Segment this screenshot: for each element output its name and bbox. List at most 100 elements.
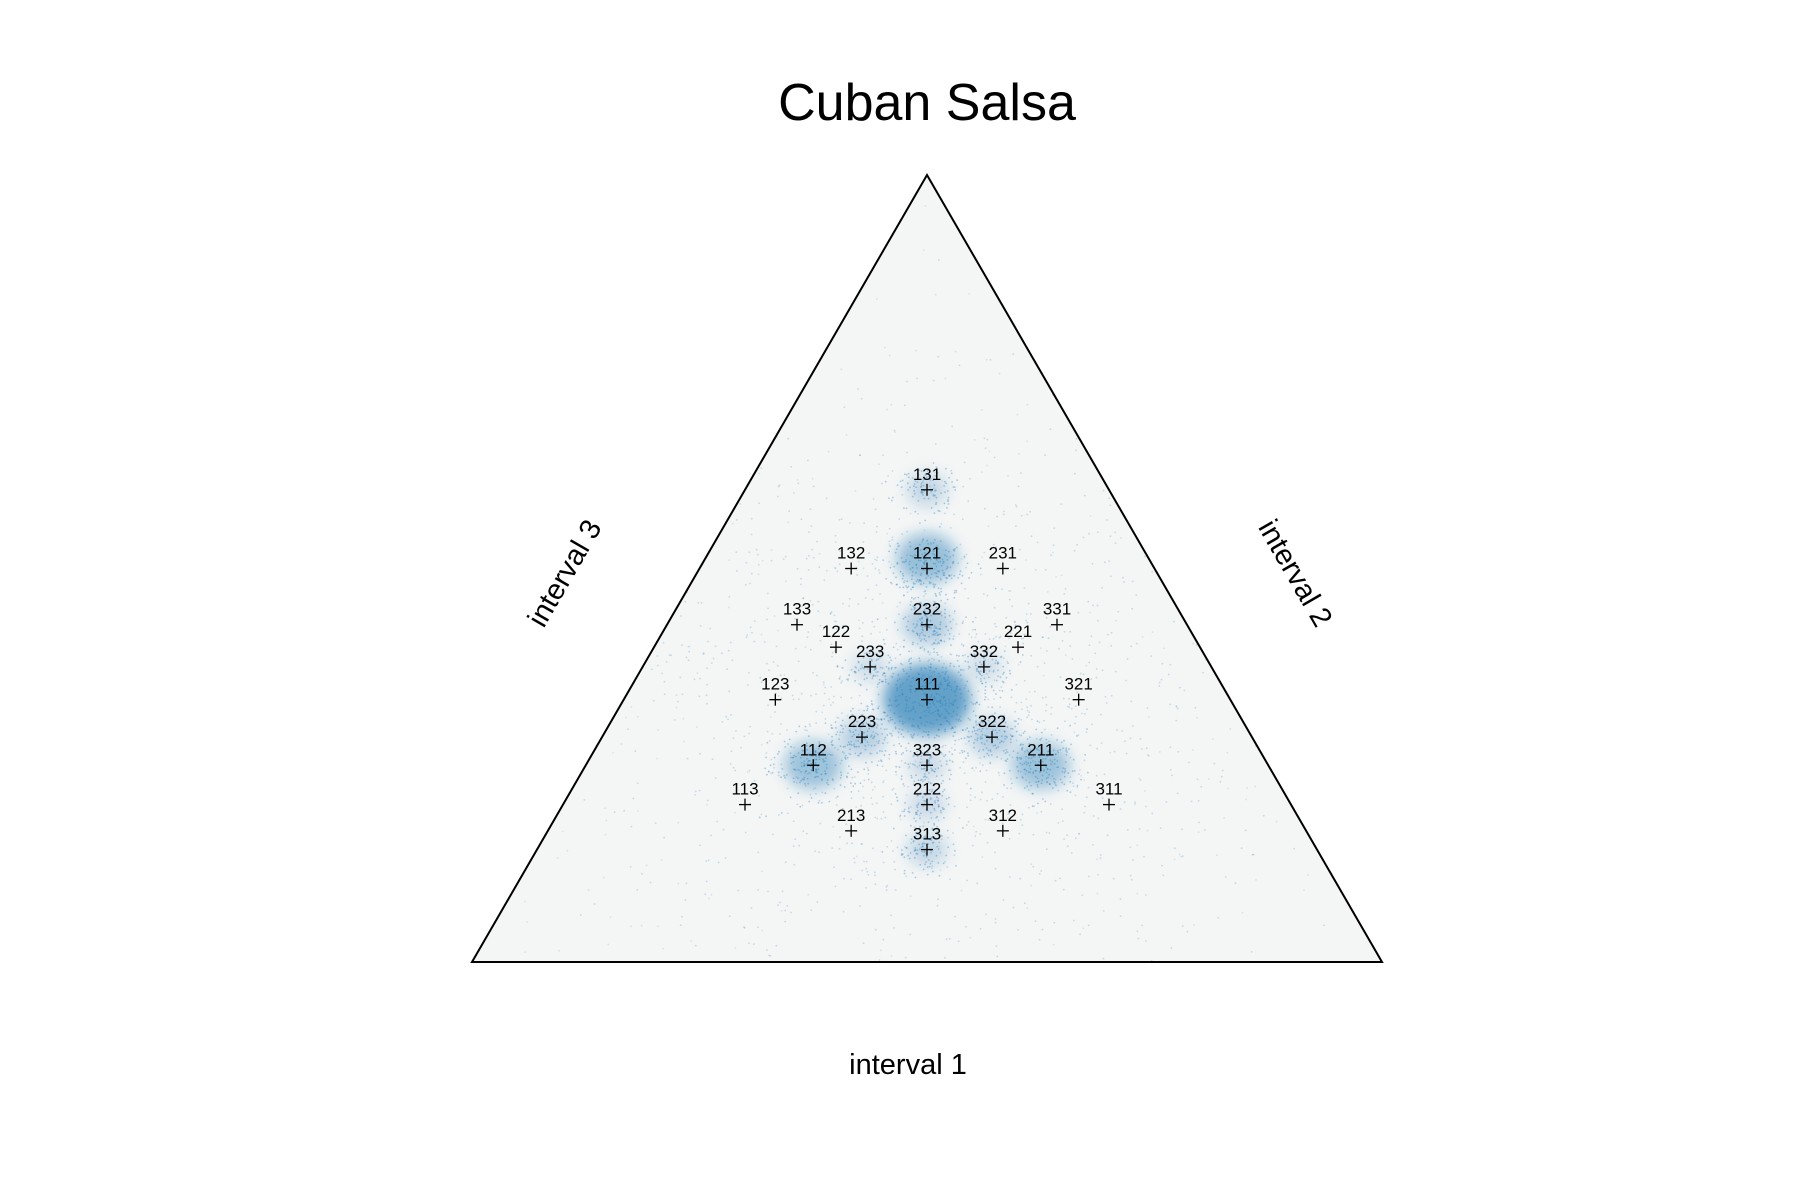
density-dot xyxy=(867,725,870,727)
density-dot xyxy=(923,799,926,802)
density-dot xyxy=(850,740,853,743)
density-dot xyxy=(1038,749,1040,752)
density-dot xyxy=(1140,748,1143,750)
density-dot xyxy=(926,470,929,472)
density-dot xyxy=(891,730,894,732)
density-dot xyxy=(663,680,666,683)
density-dot xyxy=(770,758,773,761)
density-dot xyxy=(914,701,916,703)
density-dot xyxy=(856,574,858,576)
density-dot xyxy=(924,775,926,778)
density-dot xyxy=(875,740,878,743)
density-dot xyxy=(924,635,926,637)
density-dot xyxy=(1008,754,1011,756)
density-dot xyxy=(728,915,731,917)
density-dot xyxy=(1115,619,1117,622)
density-dot xyxy=(950,773,952,776)
density-dot xyxy=(1042,798,1044,800)
density-dot xyxy=(993,606,996,609)
density-dot xyxy=(938,792,940,794)
density-dot xyxy=(688,650,691,653)
density-dot xyxy=(1078,773,1080,775)
density-dot xyxy=(964,708,967,710)
density-dot xyxy=(946,670,948,673)
density-dot xyxy=(912,841,915,843)
density-dot xyxy=(811,477,814,480)
density-dot xyxy=(991,798,994,801)
density-dot xyxy=(934,583,937,586)
density-dot xyxy=(872,674,875,677)
density-dot xyxy=(974,628,977,631)
density-dot xyxy=(885,666,888,668)
density-dot xyxy=(927,575,929,577)
density-dot xyxy=(979,757,981,759)
density-dot xyxy=(940,578,942,581)
density-dot xyxy=(965,616,967,618)
density-dot xyxy=(925,604,928,607)
density-dot xyxy=(970,571,973,574)
density-dot xyxy=(816,765,819,768)
density-dot xyxy=(861,640,863,643)
density-dot xyxy=(894,621,896,624)
density-dot xyxy=(945,576,948,579)
density-dot xyxy=(850,710,852,712)
density-dot xyxy=(779,674,782,676)
density-dot xyxy=(941,753,944,755)
density-dot xyxy=(881,667,884,669)
density-dot xyxy=(1061,781,1064,784)
density-dot xyxy=(907,710,910,713)
density-dot xyxy=(952,843,955,846)
density-dot xyxy=(976,723,978,726)
density-dot xyxy=(857,669,860,672)
density-dot xyxy=(1054,782,1056,784)
density-dot xyxy=(868,727,871,730)
density-dot xyxy=(694,794,696,796)
density-dot xyxy=(930,627,932,630)
density-dot xyxy=(1001,718,1004,720)
density-dot xyxy=(901,663,904,666)
density-dot xyxy=(821,711,823,714)
density-dot xyxy=(933,641,936,644)
density-dot xyxy=(930,695,933,698)
density-dot xyxy=(688,645,691,648)
density-dot xyxy=(844,758,847,760)
density-dot xyxy=(892,827,895,830)
density-dot xyxy=(1077,734,1080,737)
density-dot xyxy=(1009,769,1011,772)
density-dot xyxy=(834,541,837,544)
density-dot xyxy=(877,718,880,721)
density-dot xyxy=(807,569,810,571)
density-dot xyxy=(1052,544,1055,547)
density-dot xyxy=(1044,728,1046,731)
density-dot xyxy=(1023,587,1026,589)
density-dot xyxy=(1150,655,1153,657)
density-dot xyxy=(767,607,769,610)
density-dot xyxy=(949,566,952,569)
density-dot xyxy=(902,682,904,685)
density-dot xyxy=(640,924,643,927)
density-dot xyxy=(870,632,872,635)
density-dot xyxy=(886,714,889,717)
density-dot xyxy=(897,731,900,734)
density-dot xyxy=(1052,749,1055,752)
density-dot xyxy=(796,777,799,779)
density-dot xyxy=(939,560,942,563)
density-dot xyxy=(928,485,931,488)
density-dot xyxy=(1021,776,1024,778)
density-dot xyxy=(954,548,956,550)
density-dot xyxy=(938,633,941,636)
density-dot xyxy=(947,846,950,848)
density-dot xyxy=(797,768,799,771)
density-dot xyxy=(853,776,856,778)
rhythm-label: 121 xyxy=(913,544,941,563)
density-dot xyxy=(865,722,868,724)
density-dot xyxy=(915,835,917,837)
density-dot xyxy=(1059,877,1061,880)
density-dot xyxy=(975,670,978,672)
density-dot xyxy=(903,646,905,648)
density-dot xyxy=(1144,790,1146,792)
density-dot xyxy=(924,474,927,477)
density-dot xyxy=(962,761,965,763)
density-dot xyxy=(1066,751,1068,753)
density-dot xyxy=(928,763,930,765)
